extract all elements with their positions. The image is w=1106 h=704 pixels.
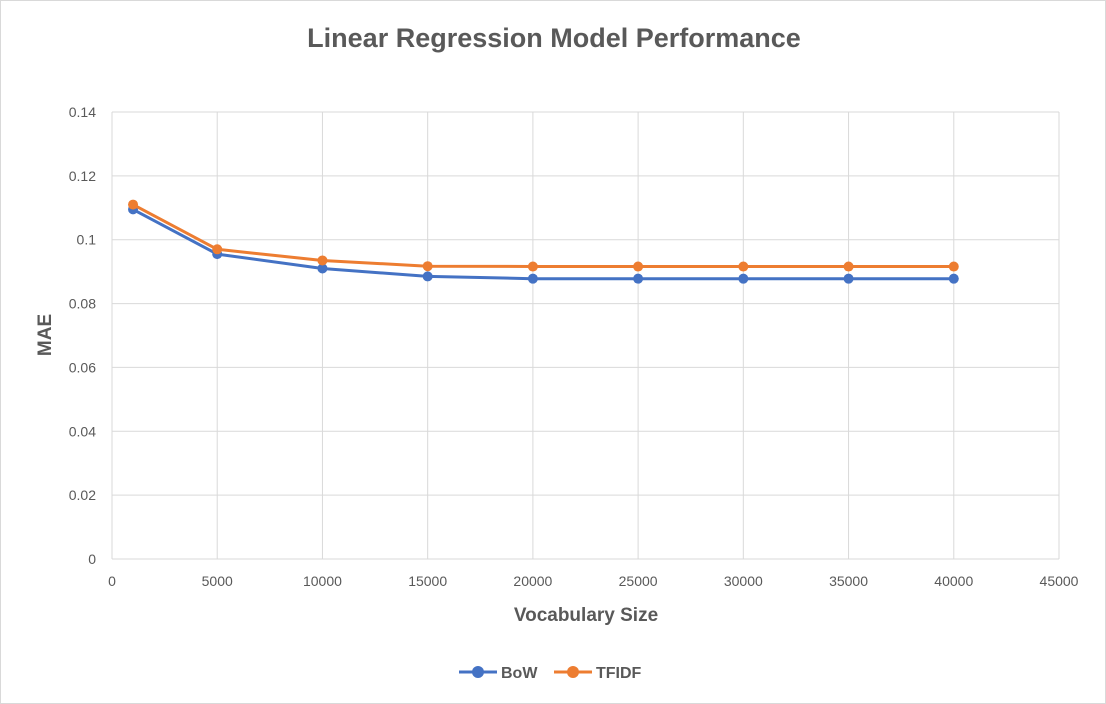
data-point-tfidf [317,255,328,266]
series-bow [128,204,959,284]
legend-item-tfidf: TFIDF [554,665,642,682]
data-point-bow [527,273,538,284]
x-tick-label: 25000 [619,573,658,589]
y-axis-title: MAE [35,314,56,356]
x-tick-label: 45000 [1040,573,1079,589]
x-tick-label: 40000 [934,573,973,589]
data-point-tfidf [948,261,959,272]
y-tick-label: 0 [88,551,96,567]
y-tick-label: 0.06 [69,359,96,375]
data-point-tfidf [633,261,644,272]
x-tick-label: 5000 [202,573,233,589]
data-point-tfidf [843,261,854,272]
chart-title: Linear Regression Model Performance [307,23,801,53]
legend-marker-bow [472,666,484,678]
series-lines [128,199,959,284]
series-tfidf [128,199,959,272]
series-line-tfidf [131,203,956,268]
legend-label-bow: BoW [501,665,538,682]
y-tick-label: 0.1 [77,232,97,248]
data-point-bow [843,273,854,284]
data-point-bow [422,271,433,282]
data-point-tfidf [422,261,433,272]
legend: BoW TFIDF [459,665,642,682]
x-tick-label: 10000 [303,573,342,589]
gridlines [111,111,1060,560]
y-tick-label: 0.02 [69,487,96,503]
x-tick-label: 0 [108,573,116,589]
legend-marker-tfidf [567,666,579,678]
y-tick-label: 0.08 [69,296,96,312]
tick-labels: 0 0.02 0.04 0.06 0.08 0.1 0.12 0.14 0 5000 10000 15… [69,104,1079,589]
series-line-bow [131,207,956,281]
y-tick-label: 0.14 [69,104,96,120]
x-tick-label: 35000 [829,573,868,589]
data-point-bow [633,273,644,284]
x-tick-label: 20000 [513,573,552,589]
legend-label-tfidf: TFIDF [596,665,642,682]
data-point-tfidf [738,261,749,272]
x-tick-label: 30000 [724,573,763,589]
data-point-tfidf [527,261,538,272]
x-axis-title: Vocabulary Size [514,605,658,626]
y-tick-label: 0.04 [69,423,96,439]
data-point-tfidf [128,199,139,210]
data-point-tfidf [212,244,223,255]
data-point-bow [948,273,959,284]
data-point-bow [738,273,749,284]
y-tick-label: 0.12 [69,168,96,184]
data-point-bow [317,263,328,274]
legend-item-bow: BoW [459,665,538,682]
x-tick-label: 15000 [408,573,447,589]
